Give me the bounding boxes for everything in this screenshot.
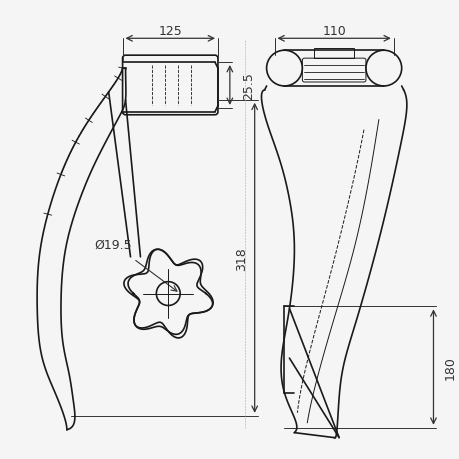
Text: 110: 110 (322, 25, 345, 38)
Bar (313, 49, 353, 59)
Text: 180: 180 (442, 355, 455, 379)
Text: Ø19.5: Ø19.5 (95, 238, 132, 251)
Text: 318: 318 (234, 246, 247, 270)
Text: 25.5: 25.5 (241, 72, 254, 100)
Text: 125: 125 (158, 25, 182, 38)
